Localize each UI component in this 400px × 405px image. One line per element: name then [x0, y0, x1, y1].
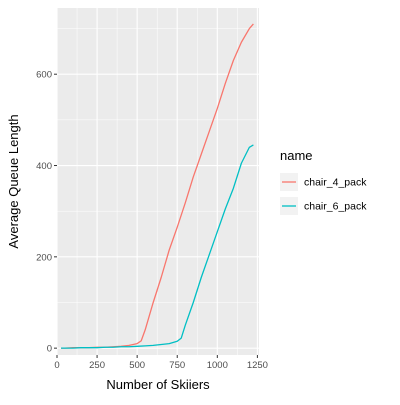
legend-title: name — [280, 148, 313, 163]
y-tick-label: 400 — [36, 161, 52, 172]
x-tick-label: 750 — [169, 360, 185, 371]
y-axis-title: Average Queue Length — [6, 114, 21, 248]
x-tick-label: 1250 — [247, 360, 268, 371]
x-tick-label: 250 — [89, 360, 105, 371]
legend-label-chair-6-pack: chair_6_pack — [304, 201, 367, 213]
legend: name chair_4_pack chair_6_pack — [280, 148, 367, 215]
y-tick-label: 0 — [47, 344, 52, 355]
x-tick-label: 0 — [54, 360, 59, 371]
x-tick-label: 500 — [129, 360, 145, 371]
y-tick-label: 200 — [36, 252, 52, 263]
plot-panel — [57, 8, 259, 355]
x-axis-title: Number of Skiiers — [106, 377, 210, 392]
legend-label-chair-4-pack: chair_4_pack — [304, 177, 367, 189]
y-tick-label: 600 — [36, 70, 52, 81]
x-tick-label: 1000 — [207, 360, 228, 371]
